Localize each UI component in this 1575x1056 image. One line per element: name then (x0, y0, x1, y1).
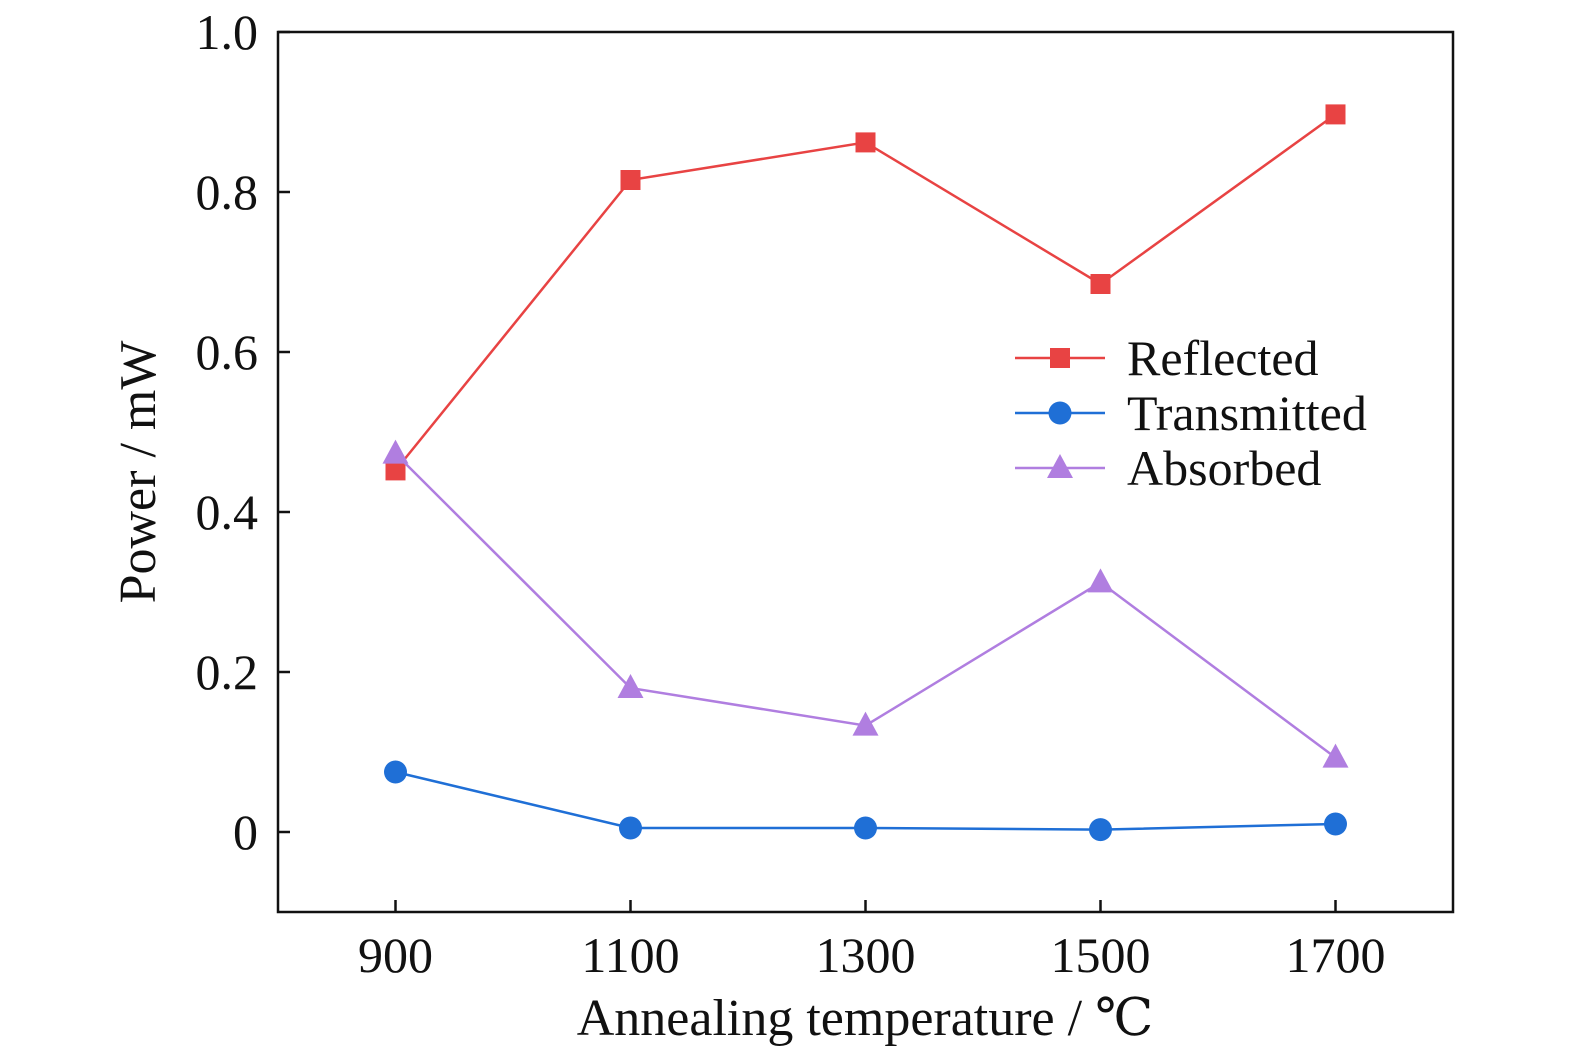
data-point-reflected (620, 170, 641, 190)
x-tick-label: 900 (358, 927, 433, 983)
series-absorbed (382, 439, 1349, 768)
series-reflected (385, 104, 1346, 481)
data-point-reflected (1090, 274, 1111, 294)
legend-item-absorbed: Absorbed (1015, 440, 1321, 496)
legend-marker-transmitted (1048, 401, 1072, 425)
data-point-transmitted (854, 816, 877, 840)
series-layer (382, 104, 1349, 842)
y-tick-label: 0.2 (196, 644, 259, 700)
legend-label-transmitted: Transmitted (1127, 385, 1367, 441)
y-tick-label: 1.0 (196, 4, 259, 60)
data-point-reflected (385, 460, 406, 481)
data-point-transmitted (619, 816, 642, 840)
legend-item-transmitted: Transmitted (1015, 385, 1367, 441)
legend-label-absorbed: Absorbed (1127, 440, 1321, 496)
x-tick-label: 1500 (1051, 927, 1151, 983)
x-tick-label: 1700 (1286, 927, 1386, 983)
data-point-absorbed (1087, 568, 1114, 593)
legend-marker-absorbed (1047, 454, 1073, 478)
series-transmitted (384, 760, 1347, 842)
legend-item-reflected: Reflected (1015, 330, 1319, 386)
legend-label-reflected: Reflected (1127, 330, 1319, 386)
data-point-absorbed (1322, 743, 1349, 768)
x-tick-label: 1100 (581, 927, 679, 983)
y-tick-label: 0.4 (196, 484, 259, 540)
data-point-absorbed (852, 711, 879, 736)
data-point-transmitted (1324, 812, 1347, 836)
data-point-reflected (1325, 104, 1346, 125)
data-point-reflected (855, 132, 876, 153)
data-point-absorbed (617, 674, 644, 698)
data-point-transmitted (1089, 818, 1112, 842)
y-axis-ticks: 0 0.2 0.4 0.6 0.8 1.0 (196, 4, 290, 860)
data-point-absorbed (382, 439, 409, 464)
x-tick-label: 1300 (816, 927, 916, 983)
y-axis-label: Power / mW (110, 341, 167, 604)
x-axis-label: Annealing temperature / ℃ (577, 990, 1154, 1047)
y-tick-label: 0 (233, 804, 258, 860)
legend-marker-reflected (1050, 348, 1070, 368)
y-tick-label: 0.8 (196, 164, 259, 220)
y-tick-label: 0.6 (196, 324, 259, 380)
x-axis-ticks: 900 1100 1300 1500 1700 (358, 900, 1386, 983)
data-point-transmitted (384, 760, 407, 784)
